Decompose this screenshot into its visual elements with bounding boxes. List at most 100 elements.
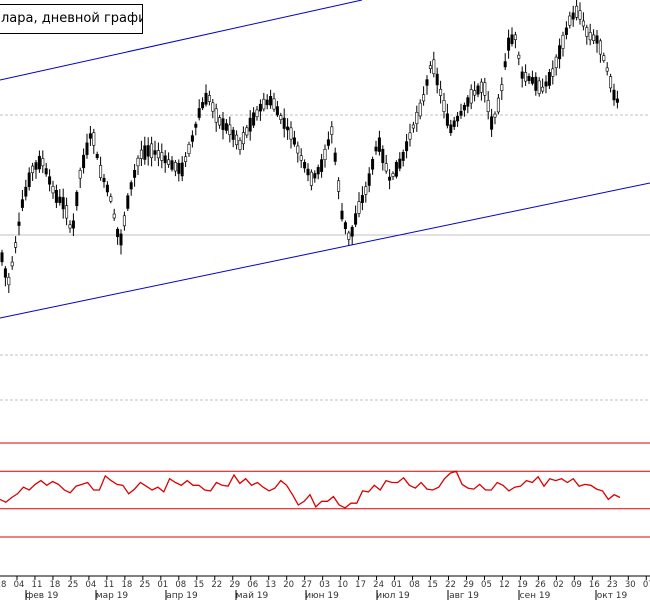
candle-body <box>326 139 330 146</box>
candle-body <box>558 45 562 60</box>
candle-body <box>493 113 497 118</box>
candle-body <box>405 141 409 152</box>
candle-body <box>439 88 443 96</box>
candle-body <box>231 129 235 140</box>
candle-body <box>126 195 130 209</box>
candle-body <box>483 82 487 96</box>
candle-body <box>265 99 269 106</box>
candle-body <box>598 40 602 55</box>
candle-body <box>602 55 606 61</box>
candle-body <box>224 123 228 131</box>
candle-body <box>581 20 585 27</box>
x-tick-label: 22 <box>211 580 222 590</box>
candle-body <box>167 159 171 165</box>
candle-body <box>143 145 147 160</box>
x-tick-label: 01 <box>157 580 168 590</box>
month-label: мар 19 <box>96 591 129 600</box>
channel-lower-line <box>0 182 650 319</box>
candle-body <box>27 172 31 188</box>
candle-body <box>156 150 160 159</box>
candle-body <box>394 162 398 177</box>
x-tick-label: 08 <box>409 580 420 590</box>
trend-channel <box>0 0 650 319</box>
candle-body <box>462 104 466 111</box>
candle-body <box>320 159 324 172</box>
x-tick-label: 01 <box>391 580 402 590</box>
candle-body <box>248 117 252 132</box>
month-label: фев 19 <box>26 591 59 600</box>
candle-body <box>418 102 422 117</box>
x-tick-label: 07 <box>643 580 650 590</box>
candle-body <box>88 133 92 139</box>
grid-lines <box>0 114 650 401</box>
candle-body <box>119 233 123 246</box>
candle-body <box>592 34 596 41</box>
month-label: июл 19 <box>376 591 410 600</box>
candle-body <box>343 222 347 229</box>
x-tick-label: 10 <box>337 580 348 590</box>
x-tick-label: 15 <box>193 580 204 590</box>
candle-body <box>255 109 259 118</box>
candle-body <box>194 123 198 128</box>
x-tick-label: 03 <box>319 580 330 590</box>
candle-body <box>279 115 283 120</box>
candle-body <box>384 163 388 172</box>
candle-body <box>0 252 4 263</box>
candle-body <box>350 226 354 237</box>
candle-body <box>486 100 490 112</box>
candle-body <box>20 199 24 208</box>
candle-body <box>615 98 619 103</box>
candle-body <box>218 117 222 126</box>
x-tick-label: 12 <box>499 580 510 590</box>
candle-body <box>456 115 460 122</box>
candle-body <box>197 108 201 118</box>
candle-body <box>170 160 174 170</box>
candle-body <box>340 210 344 220</box>
candle-body <box>364 186 368 195</box>
candle-body <box>479 81 483 93</box>
candle-body <box>398 158 402 169</box>
candle-body <box>129 182 133 190</box>
candle-body <box>258 103 262 112</box>
candle-body <box>564 27 568 35</box>
candle-body <box>82 154 86 169</box>
candle-body <box>513 34 517 40</box>
channel-upper-line <box>0 0 363 81</box>
candle-body <box>388 176 392 181</box>
candle-body <box>275 106 279 116</box>
candle-body <box>595 35 599 44</box>
x-tick-label: 29 <box>463 580 474 590</box>
candle-body <box>71 220 75 229</box>
candle-body <box>177 162 181 174</box>
candle-body <box>367 173 371 186</box>
month-label: окт 19 <box>597 591 628 600</box>
month-label: июн 19 <box>305 591 339 600</box>
candle-body <box>65 205 69 219</box>
candle-body <box>180 162 184 177</box>
candle-body <box>530 77 534 84</box>
x-tick-label: 23 <box>607 580 618 590</box>
x-tick-label: 19 <box>517 580 528 590</box>
x-tick-label: 18 <box>50 580 61 590</box>
x-axis: 28 04 11 18 25 04 11 18 25 01 08 15 22 29 06 13 20 27 03 10… <box>0 575 650 601</box>
x-tick-label: 08 <box>175 580 186 590</box>
candle-body <box>201 102 205 109</box>
x-tick-label: 16 <box>589 580 600 590</box>
candle-body <box>612 89 616 101</box>
candle-body <box>44 168 48 175</box>
candle-body <box>333 152 337 162</box>
candle-body <box>415 112 419 124</box>
candle-body <box>163 155 167 164</box>
candle-body <box>92 132 96 146</box>
candle-body <box>442 100 446 112</box>
candle-body <box>37 155 41 170</box>
candle-body <box>122 215 126 227</box>
x-tick-label: 06 <box>247 580 258 590</box>
candle-body <box>422 94 426 102</box>
candle-body <box>554 56 558 69</box>
candle-body <box>605 67 609 72</box>
indicator-line <box>0 470 621 509</box>
candle-body <box>190 135 194 142</box>
candle-body <box>371 159 375 170</box>
